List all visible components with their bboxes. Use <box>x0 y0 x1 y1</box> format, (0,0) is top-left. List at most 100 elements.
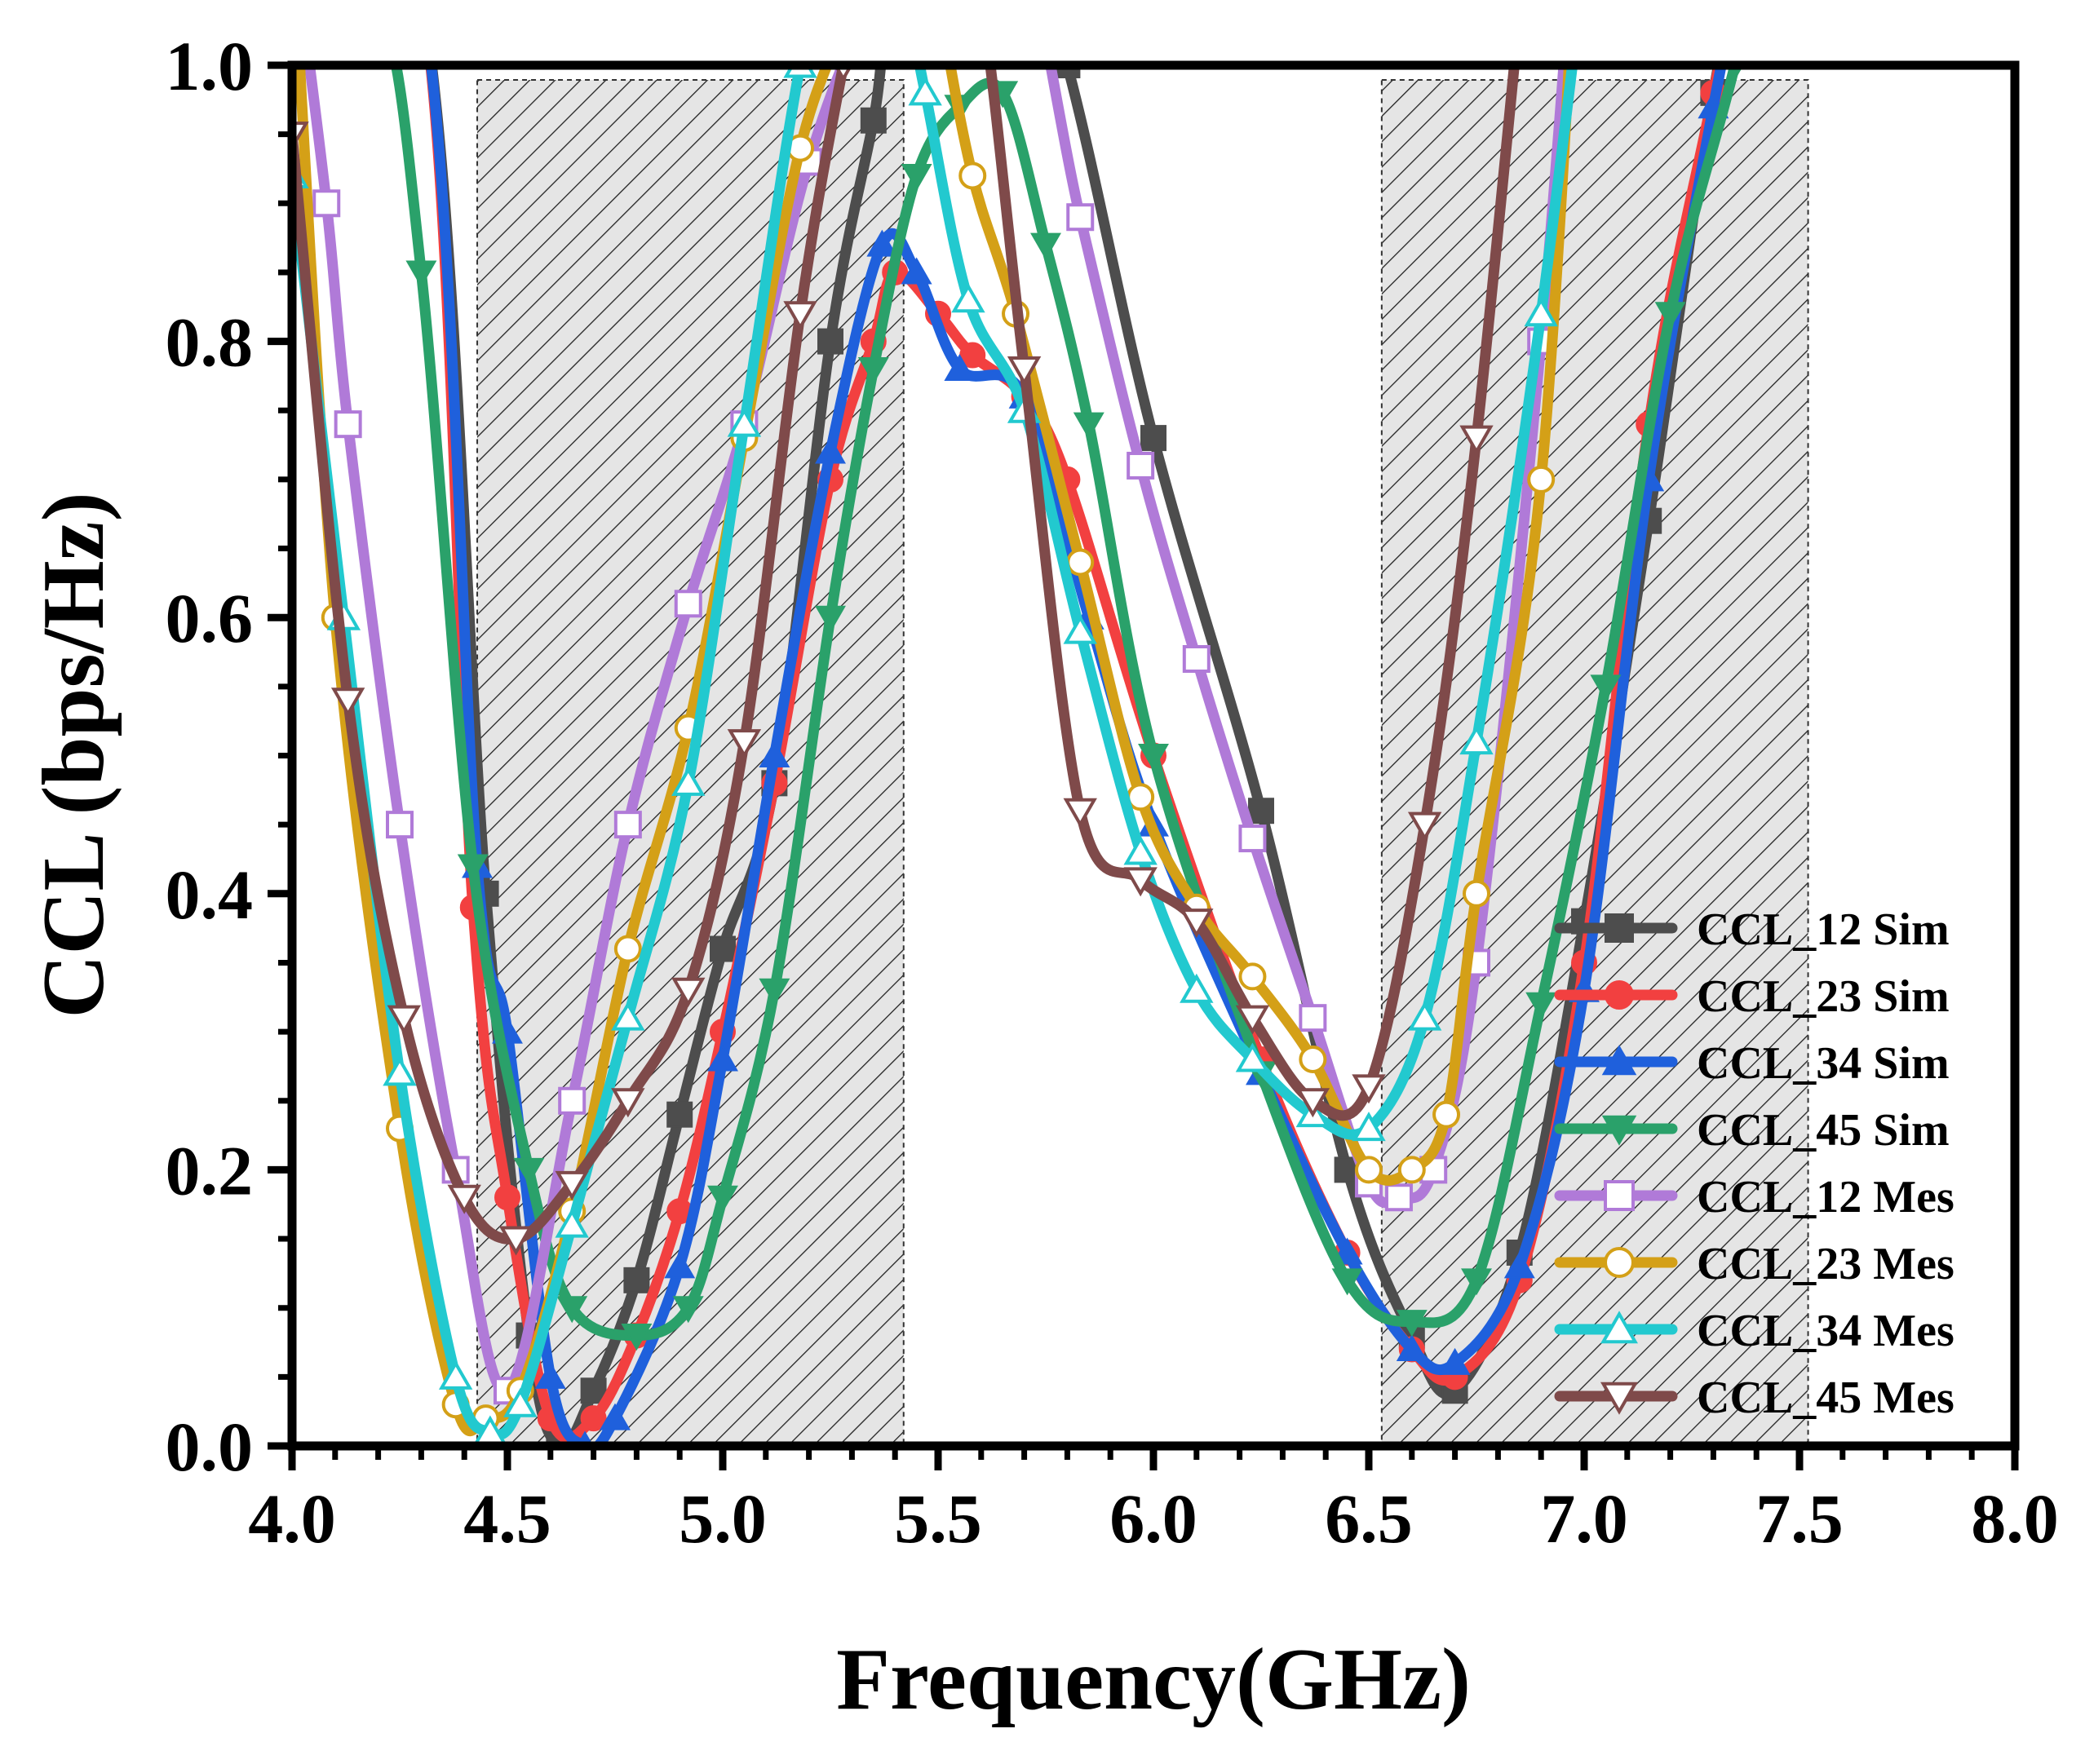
data-point <box>611 1088 645 1118</box>
x-axis-title: Frequency(GHz) <box>836 1631 1471 1728</box>
legend-label: CCL_12 Sim <box>1697 904 1950 955</box>
data-point <box>815 436 846 464</box>
legend-item: CCL_23 Sim <box>1554 971 1950 1022</box>
data-point <box>1654 302 1686 329</box>
data-point <box>1432 1100 1461 1129</box>
data-point <box>1590 674 1622 702</box>
legend-marker <box>1600 1382 1639 1415</box>
data-point <box>1138 744 1169 771</box>
data-point <box>555 1170 589 1200</box>
data-point <box>386 811 414 839</box>
legend-label: CCL_45 Sim <box>1697 1105 1950 1156</box>
data-point <box>611 1001 645 1031</box>
data-point <box>944 353 976 381</box>
data-point <box>1248 798 1274 825</box>
data-point <box>1407 1001 1442 1031</box>
data-point <box>556 1296 588 1324</box>
data-point <box>1063 614 1097 644</box>
data-point <box>503 1387 538 1417</box>
x-tick-label: 5.5 <box>894 1479 982 1558</box>
legend-label: CCL_34 Mes <box>1697 1306 1954 1356</box>
legend-label: CCL_12 Mes <box>1697 1172 1954 1222</box>
y-tick-label: 0.2 <box>166 1131 254 1209</box>
y-tick-label: 0.0 <box>166 1408 254 1486</box>
data-point <box>1235 1042 1270 1072</box>
data-point <box>727 729 762 759</box>
data-point <box>613 935 642 963</box>
data-point <box>1459 425 1494 455</box>
data-point <box>1396 1333 1428 1361</box>
data-point <box>1396 1310 1428 1337</box>
x-tick-label: 6.5 <box>1325 1479 1413 1558</box>
legend-marker <box>1600 1311 1639 1344</box>
legend-marker <box>1605 913 1634 943</box>
data-point <box>1352 1112 1386 1142</box>
data-point <box>1407 811 1442 842</box>
y-tick-label: 0.6 <box>166 579 254 657</box>
x-tick-label: 7.5 <box>1755 1479 1844 1558</box>
legend-marker <box>1604 1180 1635 1211</box>
data-point <box>759 978 790 1006</box>
legend-label: CCL_45 Mes <box>1697 1373 1954 1423</box>
data-point <box>1524 297 1558 327</box>
legend-item: CCL_23 Mes <box>1554 1239 1954 1289</box>
data-point <box>621 1324 653 1351</box>
data-point <box>457 854 489 882</box>
data-point <box>664 1251 696 1279</box>
data-point <box>1459 725 1494 755</box>
legend-item: CCL_45 Sim <box>1554 1105 1950 1156</box>
data-point <box>405 260 437 288</box>
data-point <box>666 1101 693 1128</box>
data-point <box>1007 356 1042 386</box>
axis-ticks: 4.0 4.5 5.0 5.5 6.0 6.5 7.0 7.5 8.0 0.0 0.2 0.4 0.6 0… <box>166 27 2059 1558</box>
legend-marker <box>1604 1247 1635 1278</box>
data-point <box>623 1267 650 1293</box>
data-point <box>908 76 942 106</box>
data-point <box>1066 548 1095 577</box>
data-point <box>387 1005 421 1035</box>
data-point <box>1063 798 1097 828</box>
data-point <box>727 407 762 437</box>
data-point <box>1384 1183 1413 1212</box>
legend-label: CCL_23 Sim <box>1697 971 1950 1022</box>
series-line <box>292 65 1520 1245</box>
data-point <box>815 605 846 633</box>
data-point <box>1235 1005 1270 1035</box>
x-tick-label: 4.5 <box>463 1479 551 1558</box>
data-point <box>534 1361 566 1389</box>
data-point <box>1503 1251 1535 1279</box>
x-tick-label: 5.0 <box>679 1479 767 1558</box>
data-point <box>1331 1268 1363 1296</box>
data-point <box>555 1208 589 1238</box>
data-point <box>1140 425 1166 452</box>
data-point <box>1123 835 1158 865</box>
legend-marker <box>1601 1045 1637 1076</box>
legend-label: CCL_34 Sim <box>1697 1038 1950 1089</box>
data-point <box>334 410 362 439</box>
data-point <box>860 107 887 134</box>
data-point <box>330 687 365 718</box>
data-point <box>1066 203 1095 232</box>
data-point <box>1295 1088 1330 1118</box>
x-tick-label: 8.0 <box>1971 1479 2059 1558</box>
series-line <box>292 65 1578 1440</box>
y-tick-label: 0.8 <box>166 303 254 382</box>
data-point <box>1123 867 1158 897</box>
legend-item: CCL_34 Mes <box>1554 1306 1954 1356</box>
data-point <box>1352 1074 1386 1104</box>
data-point <box>613 811 642 839</box>
data-point <box>1461 1268 1492 1296</box>
data-point <box>707 1185 738 1213</box>
data-point <box>759 740 790 767</box>
data-point <box>494 1184 520 1211</box>
data-point <box>958 161 987 190</box>
data-point <box>1299 1045 1327 1073</box>
data-point <box>674 590 702 618</box>
data-point <box>1073 412 1104 440</box>
data-point <box>1238 825 1267 853</box>
data-point <box>383 1056 417 1086</box>
data-point <box>600 1403 631 1430</box>
legend: CCL_12 Sim CCL_23 Sim CCL_34 Sim CCL_45 Sim… <box>1554 904 1954 1423</box>
y-tick-label: 0.4 <box>166 855 254 934</box>
